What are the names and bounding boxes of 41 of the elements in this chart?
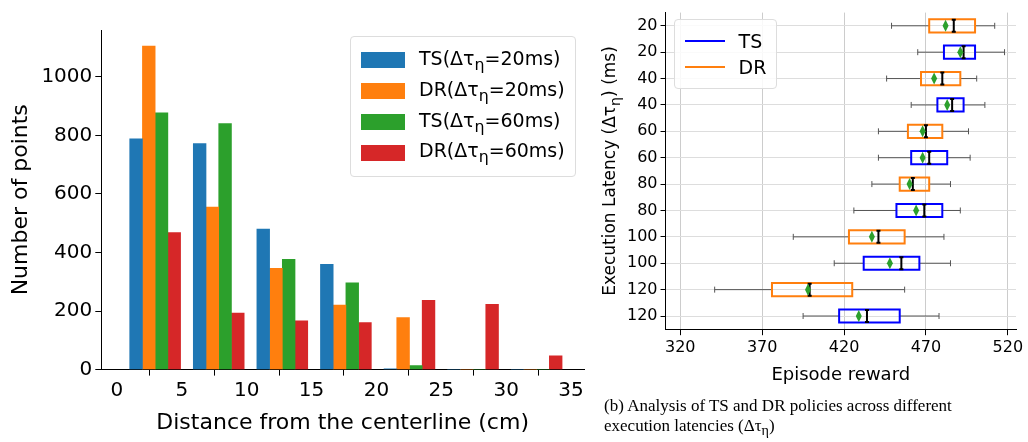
legend-label: DR(Δτ$_{η}$=20ms) xyxy=(419,77,565,105)
legend-label: DR xyxy=(738,55,767,78)
y-tick-label: 60 xyxy=(637,146,658,166)
x-tick-label: 20 xyxy=(363,376,390,401)
y-tick-label: 800 xyxy=(54,121,93,146)
y-tick-label: 600 xyxy=(54,180,93,205)
x-tick-label: 0 xyxy=(110,376,124,401)
y-tick-label: 0 xyxy=(79,355,93,380)
y-axis-title: Number of points xyxy=(6,104,32,296)
legend-label: TS(Δτ$_{η}$=20ms) xyxy=(419,47,561,74)
x-tick-label: 5 xyxy=(175,376,189,401)
y-tick-label: 40 xyxy=(637,94,658,114)
y-tick-label: 100 xyxy=(626,226,658,246)
y-tick-label: 20 xyxy=(637,41,658,61)
x-tick-label: 15 xyxy=(298,376,325,401)
y-tick-label: 20 xyxy=(637,14,658,34)
y-tick-label: 40 xyxy=(637,67,658,87)
text: (b) Analysis of TS and DR policies across different execution latencies (Δτ$_{η}$) xyxy=(604,396,953,441)
y-tick-label: 80 xyxy=(637,173,658,193)
x-axis-title: Distance from the centerline (cm) xyxy=(156,408,529,434)
x-tick-label: 320 xyxy=(665,336,696,356)
y-tick-label: 80 xyxy=(637,199,658,219)
y-tick-label: 200 xyxy=(54,297,93,322)
y-tick-label: 400 xyxy=(54,238,93,263)
y-tick-label: 1000 xyxy=(41,63,93,88)
x-tick-label: 520 xyxy=(992,336,1024,356)
x-tick-label: 370 xyxy=(746,336,778,356)
x-tick-label: 470 xyxy=(910,336,942,356)
y-tick-label: 100 xyxy=(626,252,658,272)
y-tick-label: 120 xyxy=(626,278,658,298)
x-tick-label: 30 xyxy=(493,376,519,401)
x-tick-label: 25 xyxy=(428,376,454,401)
legend-label: TS xyxy=(738,29,763,52)
legend-label: TS(Δτ$_{η}$=60ms) xyxy=(419,108,561,136)
y-tick-label: 60 xyxy=(637,120,658,140)
legend-label: DR(Δτ$_{η}$=60ms) xyxy=(419,139,565,167)
x-tick-label: 10 xyxy=(233,376,260,401)
x-tick-label: 420 xyxy=(828,336,860,356)
x-tick-label: 35 xyxy=(558,376,584,401)
y-tick-label: 120 xyxy=(626,305,658,325)
x-axis-title: Episode reward xyxy=(771,362,911,384)
